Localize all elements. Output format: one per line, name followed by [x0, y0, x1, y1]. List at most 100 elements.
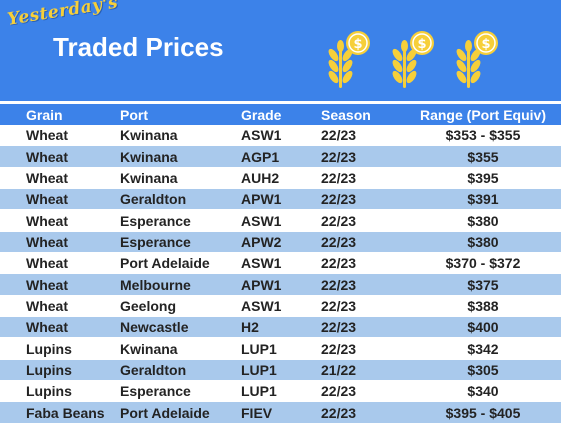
cell-port: Geraldton	[120, 359, 241, 382]
table-row: Wheat Geelong ASW1 22/23 $388	[0, 295, 561, 318]
wheat-coin-icon: $	[448, 28, 500, 90]
cell-grain: Wheat	[0, 295, 120, 318]
table-row: Lupins Esperance LUP1 22/23 $340	[0, 380, 561, 403]
table-row: Wheat Kwinana ASW1 22/23 $353 - $355	[0, 125, 561, 147]
cell-season: 22/23	[321, 273, 405, 296]
cell-season: 22/23	[321, 337, 405, 360]
table-row: Wheat Kwinana AGP1 22/23 $355	[0, 145, 561, 168]
cell-grain: Lupins	[0, 337, 120, 360]
column-header-grade: Grade	[241, 104, 321, 125]
traded-prices-table: Grain Port Grade Season Range (Port Equi…	[0, 104, 561, 424]
cell-range: $353 - $355	[405, 125, 561, 147]
table-row: Lupins Kwinana LUP1 22/23 $342	[0, 337, 561, 360]
column-header-range: Range (Port Equiv)	[405, 104, 561, 125]
cell-port: Newcastle	[120, 316, 241, 339]
cell-grade: ASW1	[241, 252, 321, 275]
page-title: Traded Prices	[53, 32, 224, 62]
cell-season: 22/23	[321, 380, 405, 403]
cell-range: $391	[405, 188, 561, 211]
cell-grain: Faba Beans	[0, 401, 120, 424]
cell-grain: Lupins	[0, 359, 120, 382]
cell-port: Melbourne	[120, 273, 241, 296]
cell-range: $342	[405, 337, 561, 360]
cell-grade: APW1	[241, 188, 321, 211]
table-row: Faba Beans Port Adelaide FIEV 22/23 $395 - $…	[0, 401, 561, 424]
cell-grain: Wheat	[0, 167, 120, 190]
table-row: Wheat Kwinana AUH2 22/23 $395	[0, 167, 561, 190]
cell-range: $355	[405, 145, 561, 168]
cell-season: 22/23	[321, 252, 405, 275]
cell-season: 22/23	[321, 145, 405, 168]
column-header-season: Season	[321, 104, 405, 125]
cell-grain: Wheat	[0, 316, 120, 339]
table-row: Wheat Newcastle H2 22/23 $400	[0, 316, 561, 339]
svg-text:$: $	[353, 37, 362, 52]
cell-range: $395 - $405	[405, 401, 561, 424]
cell-grain: Wheat	[0, 145, 120, 168]
cell-range: $370 - $372	[405, 252, 561, 275]
cell-grade: AUH2	[241, 167, 321, 190]
cell-grain: Wheat	[0, 125, 120, 147]
cell-range: $305	[405, 359, 561, 382]
cell-grain: Wheat	[0, 188, 120, 211]
wheat-coin-icon: $	[384, 28, 436, 90]
cell-grade: FIEV	[241, 401, 321, 424]
svg-text:$: $	[481, 37, 490, 52]
cell-range: $380	[405, 231, 561, 254]
cell-season: 22/23	[321, 209, 405, 232]
cell-range: $380	[405, 209, 561, 232]
cell-port: Esperance	[120, 231, 241, 254]
cell-port: Geelong	[120, 295, 241, 318]
cell-grain: Wheat	[0, 231, 120, 254]
cell-grade: ASW1	[241, 125, 321, 147]
cell-port: Kwinana	[120, 337, 241, 360]
cell-port: Geraldton	[120, 188, 241, 211]
header-banner: Yesterday's Traded Prices $	[0, 0, 561, 101]
cell-port: Esperance	[120, 380, 241, 403]
cell-grade: APW2	[241, 231, 321, 254]
cell-port: Esperance	[120, 209, 241, 232]
column-header-port: Port	[120, 104, 241, 125]
table-header-row: Grain Port Grade Season Range (Port Equi…	[0, 104, 561, 125]
cell-season: 22/23	[321, 401, 405, 424]
cell-port: Port Adelaide	[120, 252, 241, 275]
cell-range: $375	[405, 273, 561, 296]
cell-port: Kwinana	[120, 167, 241, 190]
yesterdays-script-title: Yesterday's	[6, 0, 120, 30]
table-row: Wheat Melbourne APW1 22/23 $375	[0, 273, 561, 296]
cell-season: 22/23	[321, 231, 405, 254]
cell-grade: LUP1	[241, 380, 321, 403]
cell-grain: Wheat	[0, 252, 120, 275]
cell-port: Port Adelaide	[120, 401, 241, 424]
table-row: Wheat Port Adelaide ASW1 22/23 $370 - $372	[0, 252, 561, 275]
cell-grain: Lupins	[0, 380, 120, 403]
wheat-coin-icon: $	[320, 28, 372, 90]
cell-range: $388	[405, 295, 561, 318]
table-row: Wheat Esperance ASW1 22/23 $380	[0, 209, 561, 232]
table-row: Wheat Geraldton APW1 22/23 $391	[0, 188, 561, 211]
cell-grade: LUP1	[241, 337, 321, 360]
cell-grade: ASW1	[241, 209, 321, 232]
cell-grade: APW1	[241, 273, 321, 296]
cell-port: Kwinana	[120, 145, 241, 168]
table-row: Lupins Geraldton LUP1 21/22 $305	[0, 359, 561, 382]
cell-season: 22/23	[321, 316, 405, 339]
cell-season: 22/23	[321, 188, 405, 211]
cell-range: $340	[405, 380, 561, 403]
cell-season: 21/22	[321, 359, 405, 382]
cell-season: 22/23	[321, 295, 405, 318]
cell-grain: Wheat	[0, 273, 120, 296]
cell-port: Kwinana	[120, 125, 241, 147]
cell-grade: ASW1	[241, 295, 321, 318]
column-header-grain: Grain	[0, 104, 120, 125]
cell-grade: H2	[241, 316, 321, 339]
cell-grade: AGP1	[241, 145, 321, 168]
cell-grain: Wheat	[0, 209, 120, 232]
cell-range: $395	[405, 167, 561, 190]
cell-grade: LUP1	[241, 359, 321, 382]
cell-season: 22/23	[321, 167, 405, 190]
table-row: Wheat Esperance APW2 22/23 $380	[0, 231, 561, 254]
cell-range: $400	[405, 316, 561, 339]
svg-text:$: $	[417, 37, 426, 52]
cell-season: 22/23	[321, 125, 405, 147]
